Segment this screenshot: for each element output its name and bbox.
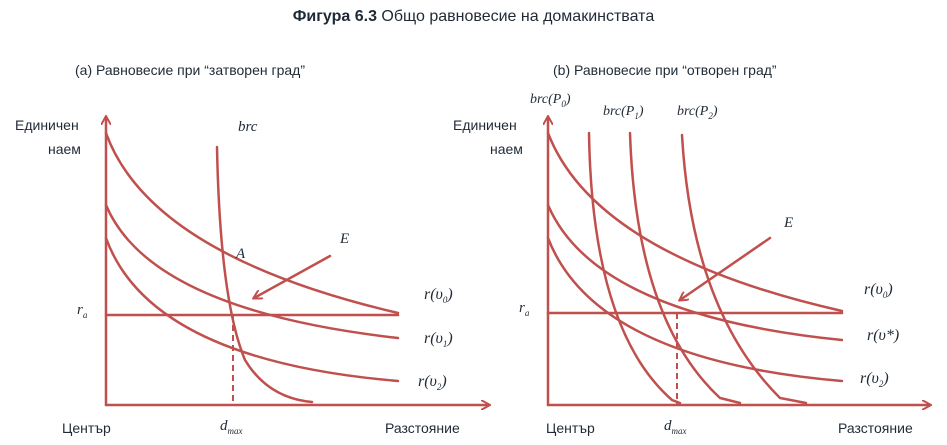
panel-a-e-arrow xyxy=(254,254,332,298)
panel-b-label-r-v2: r(υ2) xyxy=(860,370,889,390)
panel-b-brc-p1-label: brc(P1) xyxy=(603,104,644,121)
panel-a-subtitle: (a) Равновесие при “затворен град” xyxy=(75,62,305,78)
panel-a-curve-r-v1 xyxy=(104,203,400,340)
panel-b-ra-label: ra xyxy=(519,300,530,318)
panel-b-ylabel-line2: наем xyxy=(490,141,523,157)
panel-b-brc-p1-curve xyxy=(628,131,742,405)
panel-a-label-r-v0: r(υ0) xyxy=(424,286,453,306)
figure-number: Фигура 6.3 xyxy=(292,8,377,25)
panel-b-brc-p0-curve xyxy=(587,131,682,405)
panel-b-label-r-vstar: r(υ*) xyxy=(867,327,900,344)
panel-a-ylabel-line2: наем xyxy=(48,141,81,157)
panel-b-brc-p0-label: brc(P0) xyxy=(530,92,571,109)
panel-b-e-arrow xyxy=(680,236,772,300)
panel-a-label-r-v2: r(υ2) xyxy=(418,373,447,393)
panel-a-point-e: E xyxy=(340,231,350,247)
panel-b-ylabel-line1: Единичен xyxy=(453,117,517,133)
panel-b-curve-r-v2 xyxy=(546,236,844,383)
panel-a-origin-label: Център xyxy=(62,420,111,436)
panel-a-brc-curve xyxy=(215,145,314,404)
panel-b-subtitle: (b) Равновесие при “отворен град” xyxy=(553,62,777,78)
panel-b-curve-r-vstar xyxy=(546,203,844,342)
panel-a-point-a: A xyxy=(236,246,246,262)
panel-b-curve-r-v0 xyxy=(546,131,844,313)
panel-b-dmax-label: dmax xyxy=(664,418,687,436)
panel-a-curve-r-v2 xyxy=(104,236,400,383)
panel-a-dmax-label: dmax xyxy=(220,418,243,436)
panel-a-brc-label: brc xyxy=(238,119,258,135)
panel-b-origin-label: Център xyxy=(546,420,595,436)
figure-title-text: Общо равновесие на домакинствата xyxy=(381,8,655,25)
panel-b-point-e: E xyxy=(784,215,794,231)
panel-b-xlabel: Разстояние xyxy=(838,420,913,436)
panel-b-brc-p2-label: brc(P2) xyxy=(677,104,718,121)
panel-a-xlabel: Разстояние xyxy=(385,420,460,436)
panel-a-curve-r-v0 xyxy=(104,131,400,315)
panel-b-brc-p2-curve xyxy=(680,133,808,405)
figure-title: Фигура 6.3 Общо равновесие на домакинств… xyxy=(0,8,947,26)
panel-b-label-r-v0: r(υ0) xyxy=(864,281,893,301)
panel-a-ra-label: ra xyxy=(77,302,88,320)
panel-a-label-r-v1: r(υ1) xyxy=(424,330,453,350)
panel-a-ylabel-line1: Единичен xyxy=(15,117,79,133)
